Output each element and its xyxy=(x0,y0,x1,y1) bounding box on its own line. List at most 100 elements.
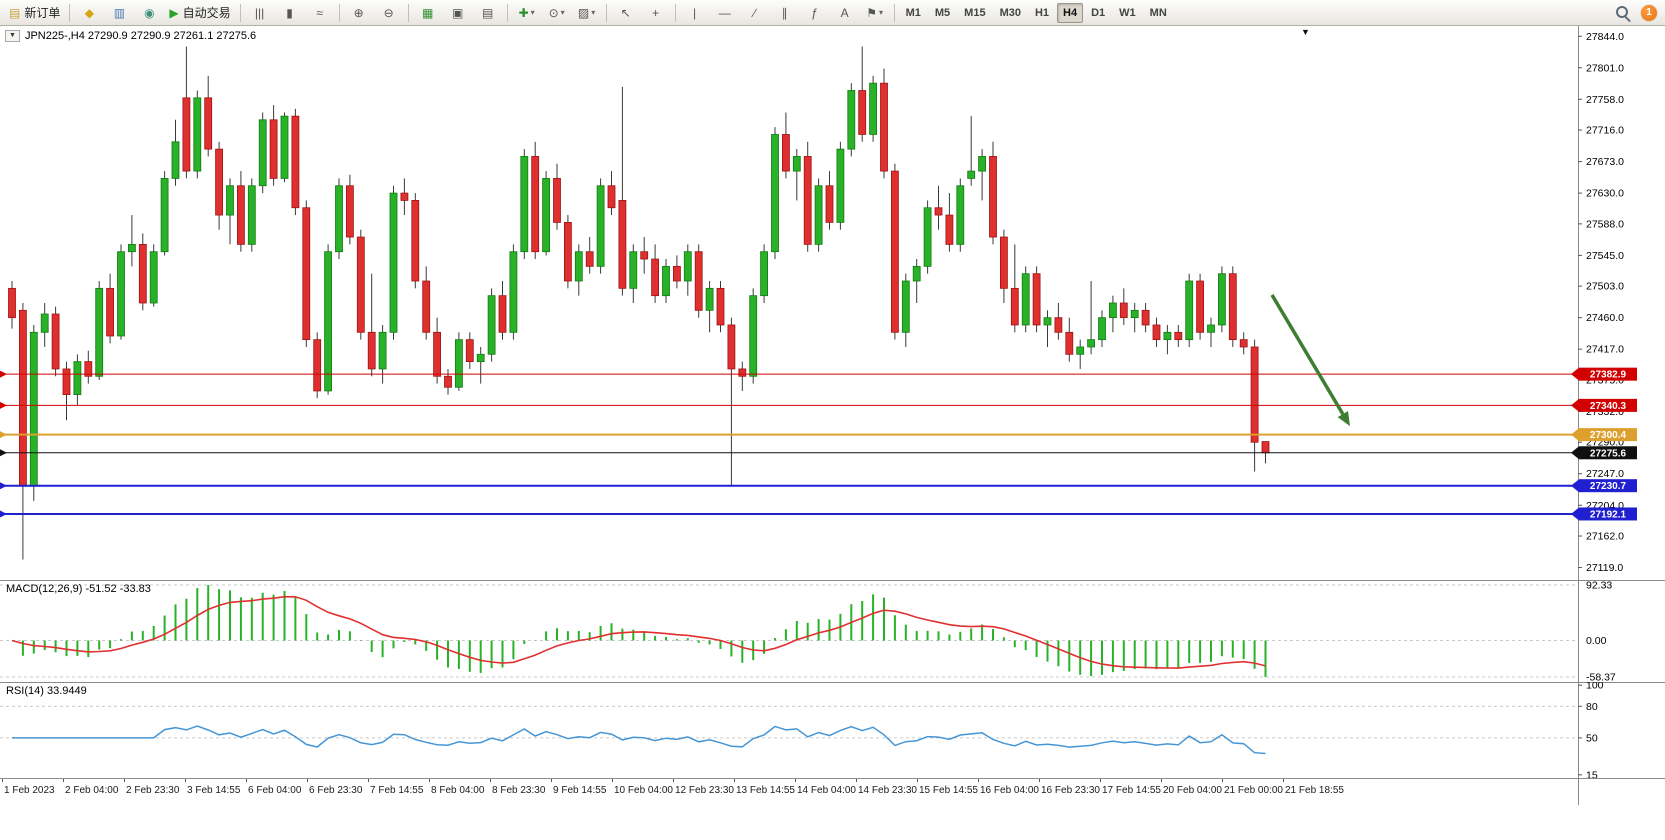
time-axis-label: 8 Feb 04:00 xyxy=(431,785,485,796)
tile-windows-icon: ▦ xyxy=(421,5,434,20)
time-axis-label: 7 Feb 14:55 xyxy=(370,785,424,796)
toolbar: ▤ 新订单 ◆ ▥ ◉ ▶ 自动交易 ||| ▮ ≈ ⊕ ⊖ ▦ ▣ ▤ ✚ ▾ ⊙ ▾ ▨ ▾ ↖ + | — ∕ ∥ ƒ A ⚑ ▾ M1… xyxy=(0,0,1665,26)
rsi-label: RSI(14) 33.9449 xyxy=(6,685,87,697)
timeframe-button-w1[interactable]: W1 xyxy=(1119,6,1136,19)
time-axis-label: 12 Feb 23:30 xyxy=(675,785,734,796)
svg-text:27275.6: 27275.6 xyxy=(1590,448,1627,459)
symbol-info: ▼ JPN225-,H4 27290.9 27290.9 27261.1 272… xyxy=(5,30,256,42)
periods-button[interactable]: ⊙ ▾ xyxy=(543,2,571,24)
price-axis-label: 27417.0 xyxy=(1586,344,1624,356)
one-click-trading-toggle[interactable]: ▼ xyxy=(5,30,20,42)
rsi-axis-label: 100 xyxy=(1586,682,1604,692)
price-tag: 27382.9 xyxy=(1571,367,1637,381)
price-axis-label: 27588.0 xyxy=(1586,218,1624,230)
price-axis-label: 27630.0 xyxy=(1586,188,1624,200)
price-axis-label: 27844.0 xyxy=(1586,31,1624,43)
chart-shift-marker[interactable]: ▼ xyxy=(1301,27,1310,37)
chevron-down-icon: ▾ xyxy=(560,7,565,17)
toolbar-separator xyxy=(69,3,71,22)
search-icon-tail xyxy=(1624,15,1631,23)
rsi-axis-label: 50 xyxy=(1586,732,1598,744)
price-tag: 27192.1 xyxy=(1571,507,1637,521)
new-order-button-label: 新订单 xyxy=(24,5,61,20)
time-axis-tick xyxy=(368,779,369,782)
zoom-out-button[interactable]: ⊖ xyxy=(375,2,403,24)
zoom-out-icon: ⊖ xyxy=(383,5,394,20)
metaeditor-icon: ◆ xyxy=(84,5,94,20)
timeframe-button-m5[interactable]: M5 xyxy=(934,6,951,19)
arrows-button[interactable]: ⚑ ▾ xyxy=(861,2,889,24)
macd-panel[interactable]: 92.33 0.00 -58.37 xyxy=(0,580,1665,682)
fibonacci-button[interactable]: ƒ xyxy=(801,2,829,24)
time-axis-tick xyxy=(856,779,857,782)
price-axis-label: 27247.0 xyxy=(1586,468,1624,480)
time-axis-tick xyxy=(124,779,125,782)
tile-windows-button[interactable]: ▦ xyxy=(414,2,442,24)
text-label-button[interactable]: A xyxy=(831,2,859,24)
notification-badge[interactable]: 1 xyxy=(1641,4,1657,21)
new-order-button[interactable]: ▤ 新订单 xyxy=(5,2,64,24)
time-axis-label: 8 Feb 23:30 xyxy=(492,785,546,796)
macd-label: MACD(12,26,9) -51.52 -33.83 xyxy=(6,583,151,595)
time-axis-tick xyxy=(63,779,64,782)
templates-button[interactable]: ▨ ▾ xyxy=(573,2,601,24)
line-chart-button[interactable]: ≈ xyxy=(306,2,334,24)
candlestick-chart-icon: ▮ xyxy=(286,5,293,20)
zoom-in-button[interactable]: ⊕ xyxy=(345,2,373,24)
autotrading-button[interactable]: ▶ 自动交易 xyxy=(165,2,234,24)
macd-histogram xyxy=(21,585,1267,677)
price-axis-label: 27801.0 xyxy=(1586,62,1624,74)
toolbar-separator xyxy=(893,3,895,22)
rsi-axis-label: 80 xyxy=(1586,701,1598,713)
toolbar-separator xyxy=(674,3,676,22)
search-icon[interactable] xyxy=(1613,3,1633,23)
rsi-panel[interactable]: 100 80 50 15 xyxy=(0,682,1665,778)
candlestick-chart[interactable]: 27844.0 27801.0 27758.0 27716.0 27673.0 27630… xyxy=(0,26,1665,580)
timeframe-button-h1[interactable]: H1 xyxy=(1034,6,1050,19)
vertical-line-icon: | xyxy=(693,5,697,20)
timeframe-button-mn[interactable]: MN xyxy=(1149,6,1167,19)
timeframe-button-h4[interactable]: H4 xyxy=(1057,2,1084,23)
trend-arrow[interactable] xyxy=(1270,294,1350,427)
vertical-line-button[interactable]: | xyxy=(681,2,709,24)
price-axis-label: 27119.0 xyxy=(1586,562,1623,574)
time-axis-label: 21 Feb 00:00 xyxy=(1224,785,1283,796)
timeframe-button-d1[interactable]: D1 xyxy=(1091,6,1106,19)
cursor-button[interactable]: ↖ xyxy=(612,2,640,24)
equidistant-channel-button[interactable]: ∥ xyxy=(771,2,799,24)
price-tag: 27230.7 xyxy=(1571,479,1637,493)
macd-axis-label: 0.00 xyxy=(1586,635,1607,647)
metaeditor-button[interactable]: ◆ xyxy=(75,2,103,24)
time-axis-tick xyxy=(1161,779,1162,782)
time-axis-tick xyxy=(673,779,674,782)
timeframe-button-m15[interactable]: M15 xyxy=(964,6,986,19)
cascade-windows-button[interactable]: ▣ xyxy=(444,2,472,24)
arrows-icon: ⚑ xyxy=(866,5,877,20)
time-axis[interactable]: 1 Feb 2023 2 Feb 04:00 2 Feb 23:30 3 Feb 14… xyxy=(0,778,1665,805)
time-axis-tick xyxy=(1283,779,1284,782)
trendline-icon: ∕ xyxy=(753,5,756,20)
svg-text:27300.4: 27300.4 xyxy=(1590,430,1627,441)
svg-text:27230.7: 27230.7 xyxy=(1590,481,1627,492)
market-watch-icon: ▥ xyxy=(113,5,126,20)
price-axis-label: 27460.0 xyxy=(1586,312,1624,324)
new-chart-button[interactable]: ✚ ▾ xyxy=(513,2,541,24)
time-axis-tick xyxy=(734,779,735,782)
timeframe-button-m1[interactable]: M1 xyxy=(905,6,921,19)
horizontal-line-button[interactable]: — xyxy=(711,2,739,24)
arrange-windows-button[interactable]: ▤ xyxy=(474,2,502,24)
time-axis-label: 6 Feb 23:30 xyxy=(309,785,363,796)
candlestick-chart-button[interactable]: ▮ xyxy=(276,2,304,24)
crosshair-button[interactable]: + xyxy=(642,2,670,24)
time-axis-label: 20 Feb 04:00 xyxy=(1163,785,1222,796)
trendline-button[interactable]: ∕ xyxy=(741,2,769,24)
rsi-axis-label: 15 xyxy=(1586,769,1598,778)
time-axis-tick xyxy=(551,779,552,782)
equidistant-channel-icon: ∥ xyxy=(781,5,788,20)
time-axis-tick xyxy=(612,779,613,782)
strategy-tester-button[interactable]: ◉ xyxy=(135,2,163,24)
market-watch-button[interactable]: ▥ xyxy=(105,2,133,24)
timeframe-button-m30[interactable]: M30 xyxy=(999,6,1021,19)
bar-chart-button[interactable]: ||| xyxy=(246,2,274,24)
time-axis-label: 1 Feb 2023 xyxy=(4,785,55,796)
